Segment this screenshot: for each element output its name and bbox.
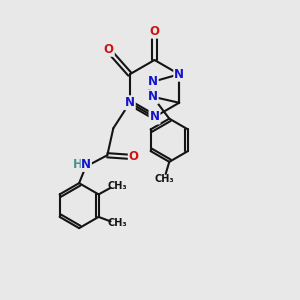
Text: O: O — [129, 150, 139, 163]
Text: N: N — [148, 75, 158, 88]
Text: N: N — [125, 96, 135, 109]
Text: O: O — [104, 43, 114, 56]
Text: H: H — [72, 158, 82, 171]
Text: N: N — [81, 158, 91, 171]
Text: CH₃: CH₃ — [154, 174, 174, 184]
Text: CH₃: CH₃ — [107, 181, 127, 191]
Text: CH₃: CH₃ — [107, 218, 127, 228]
Text: O: O — [149, 25, 160, 38]
Text: N: N — [174, 68, 184, 81]
Text: N: N — [149, 110, 160, 124]
Text: N: N — [148, 90, 158, 103]
